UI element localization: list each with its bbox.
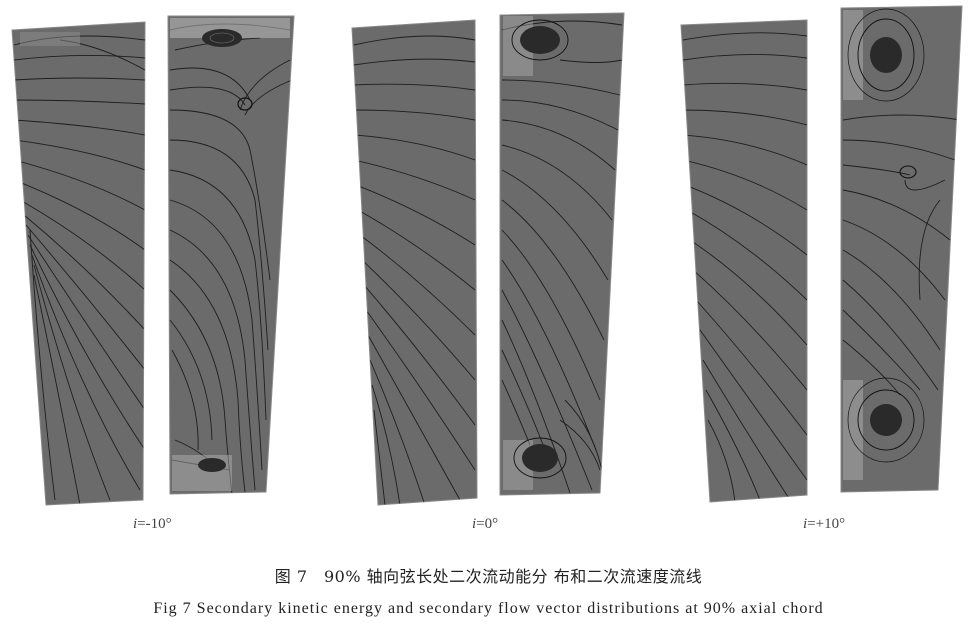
passage-pressure-side-zero <box>351 19 478 506</box>
passage-suction-side-zero <box>499 12 625 496</box>
passage-suction-side-neg10 <box>167 15 295 495</box>
panel-label-zero: i=0° <box>472 516 499 532</box>
passage-pressure-side-neg10 <box>11 21 146 506</box>
passage-suction-side-pos10 <box>840 5 963 493</box>
panel-label-neg10: i=-10° <box>133 516 172 532</box>
passage-pressure-side-pos10 <box>680 19 808 503</box>
figure-caption-english: Fig 7 Secondary kinetic energy and secon… <box>153 600 824 617</box>
panel-label-pos10: i=+10° <box>803 516 846 532</box>
figure-caption-chinese: 图 7 90% 轴向弦长处二次流动能分 布和二次流速度流线 <box>274 567 703 586</box>
streamline-figure <box>11 5 963 506</box>
